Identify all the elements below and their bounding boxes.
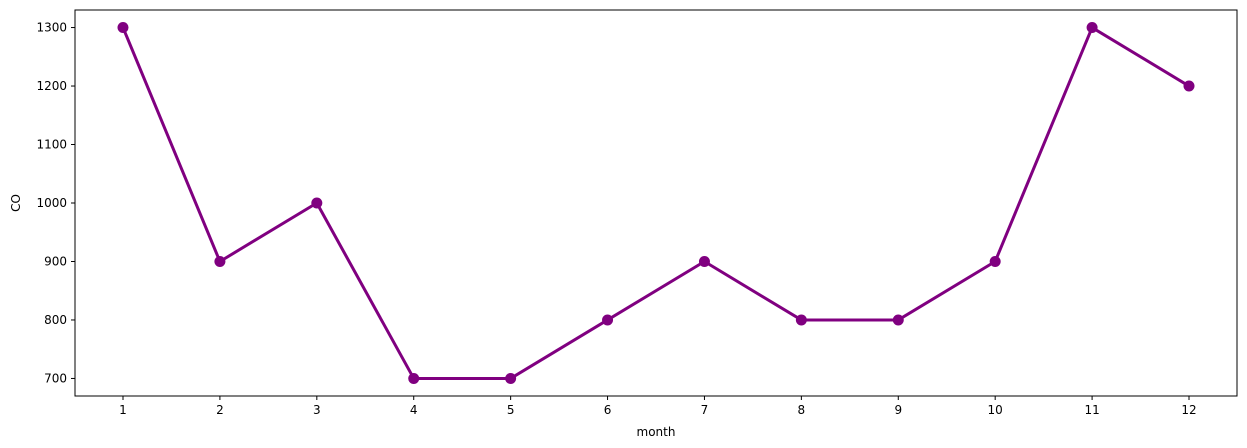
y-axis-label: CO [9,194,23,212]
x-tick-label: 2 [216,403,224,417]
x-tick-label: 1 [119,403,127,417]
y-tick-label: 1000 [36,196,67,210]
data-point [214,255,226,267]
plot-area-frame [74,9,1238,397]
data-point [892,314,904,326]
data-point [698,255,710,267]
x-axis: 1 2 3 4 5 6 7 8 9 10 11 12 [119,396,1197,417]
x-tick-label: 8 [798,403,806,417]
data-point [505,372,517,384]
x-tick-label: 11 [1084,403,1099,417]
y-tick-label: 1100 [36,138,67,152]
data-point [795,314,807,326]
data-point [408,372,420,384]
data-point [1183,80,1195,92]
y-axis: 700 800 900 1000 1100 1200 1300 [36,21,75,385]
data-point [311,197,323,209]
data-point [602,314,614,326]
x-axis-label: month [637,425,676,439]
y-tick-label: 800 [44,313,67,327]
x-tick-label: 6 [604,403,612,417]
data-point [117,22,129,34]
x-tick-label: 12 [1181,403,1196,417]
series-layer [117,22,1195,384]
series-line [121,26,1190,380]
data-point [989,255,1001,267]
x-tick-label: 7 [701,403,709,417]
y-tick-label: 700 [44,371,67,385]
data-point [1086,22,1098,34]
y-tick-label: 1200 [36,79,67,93]
x-tick-label: 10 [988,403,1003,417]
x-tick-label: 9 [894,403,902,417]
y-tick-label: 1300 [36,21,67,35]
x-tick-label: 5 [507,403,515,417]
x-tick-label: 3 [313,403,321,417]
y-tick-label: 900 [44,254,67,268]
x-tick-label: 4 [410,403,418,417]
